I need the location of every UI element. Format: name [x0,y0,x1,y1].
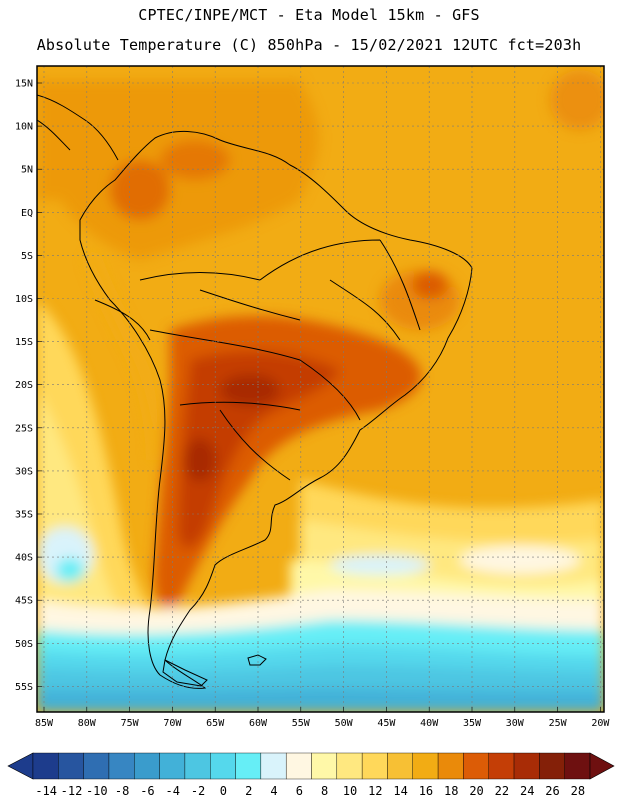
colorbar-arrow-left [7,752,34,780]
colorbar-tick-label: -8 [115,784,129,798]
colorbar-tick-label: 22 [495,784,509,798]
lat-label: 35S [15,510,33,521]
lon-label: 35W [463,718,482,729]
lat-label: 5S [21,251,33,262]
lat-label: 20S [15,380,33,391]
colorbar-tick-label: -2 [191,784,205,798]
lat-label: 30S [15,466,33,477]
lon-label: 60W [249,718,268,729]
colorbar-swatch [513,752,540,780]
lat-label: 50S [15,639,33,650]
lat-label: 25S [15,423,33,434]
colorbar-swatch [463,752,489,780]
colorbar-swatch [285,752,312,780]
colorbar-swatch [488,752,515,780]
title-line-2: Absolute Temperature (C) 850hPa - 15/02/… [36,36,582,54]
colorbar-swatch [336,752,363,780]
colorbar-tick-label: -6 [140,784,154,798]
colorbar-tick-label: 4 [270,784,277,798]
colorbar-tick-label: 6 [296,784,303,798]
lat-label: EQ [21,208,33,219]
lon-label: 20W [591,718,610,729]
lon-label: 55W [292,718,311,729]
colorbar-labels: -14 -12 -10 -8 -6 -4 -2 0 2 4 6 8 10 12 14 16 18 20 22 24 26… [35,784,585,798]
lat-label: 55S [15,682,33,693]
colorbar-tick-label: 12 [368,784,382,798]
colorbar-tick-label: 10 [343,784,357,798]
colorbar-tick-label: 0 [220,784,227,798]
colorbar-swatch [539,752,565,780]
colorbar-tick-label: 8 [321,784,328,798]
colorbar-tick-label: -12 [61,784,83,798]
colorbar-tick-label: -14 [35,784,57,798]
title-line-1: CPTEC/INPE/MCT - Eta Model 15km - GFS [138,6,480,24]
map-frame [36,65,605,713]
lat-label: 15N [15,79,33,90]
colorbar-tick-label: 2 [245,784,252,798]
lat-label: 45S [15,596,33,607]
latitude-labels: 15N 10N 5N EQ 5S 10S 15S 20S 25S 30S 35S 40S 45S 50S 5… [15,79,33,693]
lon-label: 50W [335,718,354,729]
lat-label: 10S [15,294,33,305]
colorbar-swatch [564,752,591,780]
lat-label: 40S [15,553,33,564]
colorbar-swatch [260,752,287,780]
lon-label: 75W [121,718,140,729]
temperature-field [37,66,604,712]
lon-label: 70W [163,718,182,729]
colorbar-tick-label: 18 [444,784,458,798]
south-america-coast [79,130,473,689]
colorbar-swatch [235,752,262,780]
lon-label: 80W [78,718,97,729]
colorbar-swatch [184,752,211,780]
lon-label: 85W [35,718,54,729]
colorbar-tick-label: 20 [469,784,483,798]
colorbar-tick-label: -10 [86,784,108,798]
colorbar-tick-label: 14 [393,784,407,798]
colorbar-swatch [32,752,59,780]
lon-label: 25W [549,718,568,729]
colorbar-swatch [83,752,110,780]
longitude-labels: 85W 80W 75W 70W 65W 60W 55W 50W 45W 40W 35W 30W 25W 2… [35,718,610,729]
colorbar-swatch [387,752,413,780]
central-america-coast [37,94,119,161]
colorbar-tick-label: 28 [571,784,585,798]
lat-label: 5N [21,165,33,176]
lat-label: 15S [15,337,33,348]
lon-label: 30W [506,718,525,729]
colorbar-swatch [437,752,464,780]
colorbar-swatch [311,752,338,780]
interior-borders [94,239,421,481]
graticule [37,66,604,712]
tierra-del-fuego-outline [162,659,208,687]
colorbar-swatch [210,752,236,780]
lon-label: 65W [206,718,225,729]
colorbar-arrow-right [589,752,615,780]
colorbar-tick-label: 24 [520,784,534,798]
colorbar-swatch [361,752,388,780]
coastlines [37,94,473,689]
lon-label: 40W [420,718,439,729]
colorbar-tick-label: 26 [545,784,559,798]
lon-label: 45W [377,718,396,729]
colorbar-swatch [159,752,186,780]
falklands-outline [247,654,267,666]
colorbar-swatch [412,752,439,780]
lat-label: 10N [15,122,33,133]
colorbar [7,752,615,780]
colorbar-swatch [58,752,84,780]
colorbar-swatch [134,752,160,780]
colorbar-tick-label: -4 [166,784,180,798]
colorbar-swatch [108,752,135,780]
colorbar-tick-label: 16 [419,784,433,798]
